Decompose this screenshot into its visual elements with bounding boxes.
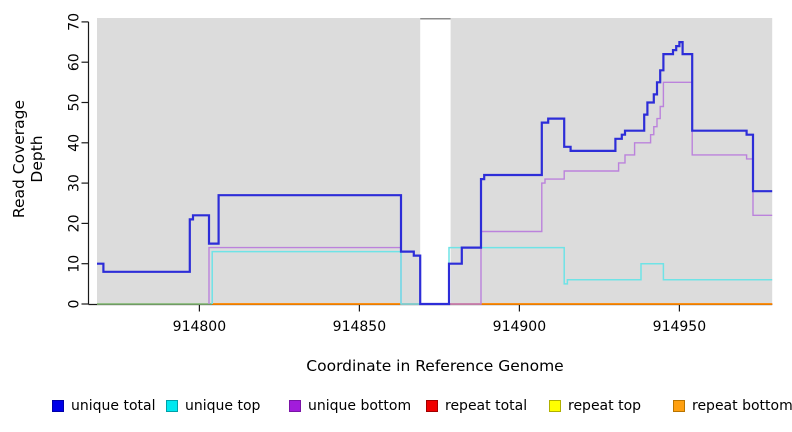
legend-item-repeat-total: repeat total: [426, 397, 527, 415]
legend-swatch-unique-total: [52, 400, 64, 412]
legend-item-repeat-top: repeat top: [549, 397, 641, 415]
x-axis-title: Coordinate in Reference Genome: [306, 357, 564, 375]
y-tick-label: 30: [67, 174, 83, 192]
legend-item-repeat-bottom: repeat bottom: [673, 397, 792, 415]
legend-label: unique bottom: [308, 398, 412, 414]
x-tick-label: 914950: [653, 319, 706, 335]
legend-swatch-unique-bottom: [289, 400, 301, 412]
legend-label: repeat top: [568, 398, 642, 414]
legend-label: unique top: [185, 398, 261, 414]
legend-item-unique-bottom: unique bottom: [289, 397, 411, 415]
legend-label: repeat bottom: [692, 398, 792, 414]
legend-swatch-repeat-bottom: [673, 400, 685, 412]
legend: unique total unique top unique bottom repea…: [0, 397, 792, 421]
legend-swatch-repeat-top: [549, 400, 561, 412]
y-tick-label: 60: [67, 53, 83, 71]
y-tick-label: 50: [67, 94, 83, 112]
x-tick-label: 914800: [173, 319, 226, 335]
y-tick-label: 10: [67, 255, 83, 273]
y-tick-label: 40: [67, 134, 83, 152]
legend-item-unique-total: unique total: [52, 397, 155, 415]
legend-swatch-unique-top: [166, 400, 178, 412]
legend-item-unique-top: unique top: [166, 397, 260, 415]
x-tick-label: 914900: [493, 319, 546, 335]
legend-label: unique total: [71, 398, 156, 414]
series-unique-total: [97, 41, 773, 306]
series-unique-top: [211, 246, 773, 305]
panel-left: [97, 18, 421, 304]
y-tick-label: 20: [67, 214, 83, 232]
y-tick-label: 70: [67, 13, 83, 31]
chart-canvas: 0 10 20 30 40 50 60 70 914800 914850 914900 914950: [67, 13, 773, 335]
y-tick-label: 0: [67, 300, 83, 309]
x-tick-label: 914850: [333, 319, 386, 335]
legend-label: repeat total: [445, 398, 528, 414]
panel-right: [450, 18, 773, 304]
legend-swatch-repeat-total: [426, 400, 438, 412]
y-axis-title: Read Coverage Depth: [10, 99, 46, 219]
